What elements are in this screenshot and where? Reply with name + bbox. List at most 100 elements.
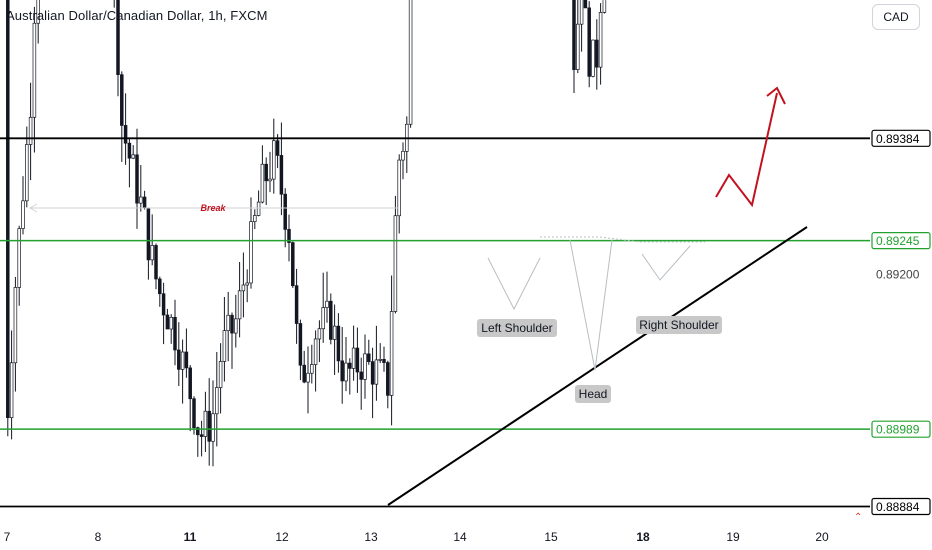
x-tick-label: 19 bbox=[726, 530, 740, 544]
candle-body bbox=[374, 359, 379, 385]
candle-body bbox=[203, 410, 208, 437]
x-tick-label: 14 bbox=[453, 530, 467, 544]
candle-body bbox=[36, 0, 40, 24]
candle-body bbox=[602, 0, 607, 13]
candle-body bbox=[340, 360, 344, 382]
candle-body bbox=[142, 196, 147, 209]
candle-body bbox=[397, 159, 401, 217]
left-shoulder-label: Left Shoulder bbox=[481, 321, 552, 335]
y-tick-label: 0.89200 bbox=[876, 267, 920, 281]
candle-body bbox=[386, 362, 390, 396]
candle-body bbox=[310, 364, 314, 374]
candle-body bbox=[336, 325, 341, 362]
candle-body bbox=[207, 410, 211, 442]
candle-body bbox=[135, 154, 139, 204]
candle-body bbox=[28, 116, 33, 145]
candle-body bbox=[150, 245, 154, 261]
level-label: 0.89384 bbox=[876, 132, 920, 146]
head-outline bbox=[569, 239, 613, 371]
candle-body bbox=[591, 39, 595, 77]
candle-body bbox=[17, 228, 21, 288]
candle-body bbox=[317, 328, 322, 340]
candle-body bbox=[291, 242, 295, 287]
break-label: Break bbox=[200, 203, 226, 213]
candle-body bbox=[294, 285, 299, 324]
candle-body bbox=[329, 300, 333, 340]
candle-body bbox=[25, 144, 29, 202]
candle-body bbox=[268, 178, 272, 182]
candle-body bbox=[287, 229, 291, 243]
candle-body bbox=[264, 163, 268, 182]
candle-body bbox=[579, 0, 584, 25]
head-label-box bbox=[575, 385, 611, 403]
level-label-box bbox=[871, 232, 931, 250]
candle-body bbox=[306, 372, 310, 383]
candle-body bbox=[222, 330, 227, 362]
x-tick-label: 8 bbox=[95, 530, 102, 544]
candle-body bbox=[260, 163, 265, 203]
right-shoulder-label: Right Shoulder bbox=[639, 318, 718, 332]
candle-body bbox=[378, 358, 382, 361]
candle-body bbox=[161, 293, 166, 316]
candle-body bbox=[154, 245, 158, 280]
candle-body bbox=[256, 201, 261, 216]
candle-body bbox=[199, 434, 204, 437]
candle-body bbox=[393, 215, 398, 312]
candle-body bbox=[6, 0, 10, 419]
candle-body bbox=[367, 353, 371, 362]
candle-body bbox=[351, 347, 356, 369]
candle-body bbox=[226, 314, 230, 332]
x-tick-label: 12 bbox=[275, 530, 289, 544]
candle-body bbox=[283, 193, 287, 230]
candle-body bbox=[401, 150, 405, 161]
candle-body bbox=[389, 311, 394, 396]
x-tick-label: 11 bbox=[184, 530, 197, 544]
candle-body bbox=[177, 349, 181, 370]
scale-mark-icon: ⌃ bbox=[854, 512, 863, 523]
candle-body bbox=[234, 318, 238, 334]
candle-body bbox=[169, 317, 173, 330]
left-shoulder-outline bbox=[487, 257, 541, 311]
candle-body bbox=[325, 300, 329, 308]
candle-body bbox=[382, 358, 386, 363]
candle-body bbox=[272, 140, 276, 180]
time-axis bbox=[0, 526, 868, 550]
projection-arrowhead-icon bbox=[766, 86, 786, 105]
candle-body bbox=[332, 325, 337, 340]
level-label: 0.89245 bbox=[876, 234, 920, 248]
x-tick-label: 13 bbox=[364, 530, 378, 544]
head-label: Head bbox=[579, 387, 608, 401]
candle-body bbox=[313, 338, 318, 365]
candle-body bbox=[173, 317, 177, 351]
candle-body bbox=[253, 215, 257, 222]
currency-button[interactable]: CAD bbox=[872, 4, 920, 30]
candle-body bbox=[196, 427, 200, 436]
candle-body bbox=[158, 278, 162, 295]
candle-body bbox=[583, 0, 588, 9]
right-shoulder-outline bbox=[641, 245, 691, 281]
candle-body bbox=[249, 221, 253, 284]
price-axis bbox=[870, 0, 932, 550]
candle-body bbox=[302, 364, 306, 383]
candle-body bbox=[230, 314, 234, 334]
candle-body bbox=[298, 323, 303, 366]
candle-body bbox=[123, 125, 128, 144]
candle-body bbox=[218, 361, 223, 388]
level-label: 0.88989 bbox=[876, 423, 920, 437]
candle-body bbox=[32, 22, 37, 118]
candle-body bbox=[344, 362, 348, 382]
candle-body bbox=[241, 284, 246, 292]
candle-body bbox=[192, 398, 196, 429]
right-shoulder-label-box bbox=[636, 316, 722, 334]
x-tick-label: 18 bbox=[636, 530, 650, 544]
candle-body bbox=[184, 351, 189, 369]
candles bbox=[6, 0, 607, 467]
candle-body bbox=[321, 307, 325, 330]
candle-body bbox=[275, 140, 280, 156]
candle-body bbox=[180, 351, 185, 370]
candle-body bbox=[13, 287, 18, 364]
candle-body bbox=[595, 39, 599, 68]
x-tick-label: 15 bbox=[544, 530, 558, 544]
